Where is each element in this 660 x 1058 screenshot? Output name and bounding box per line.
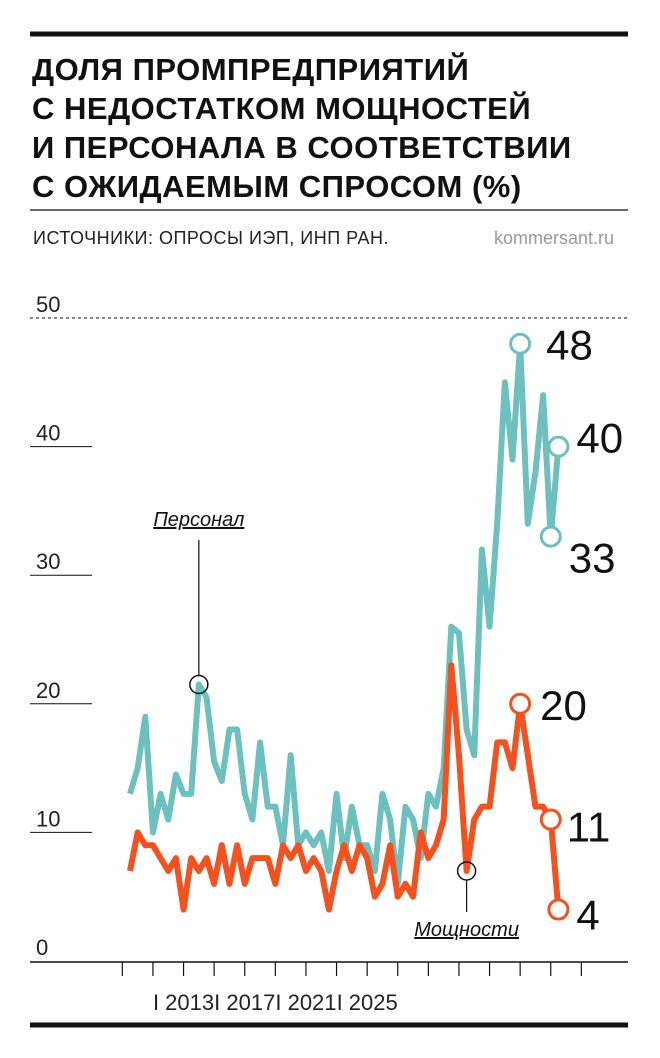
- data-label: 20: [540, 682, 587, 729]
- x-tick-label: I 2017: [214, 990, 275, 1015]
- point-marker: [509, 692, 532, 715]
- data-label: 4: [576, 892, 599, 939]
- data-label: 48: [546, 322, 593, 369]
- point-marker: [547, 898, 570, 921]
- data-label: 11: [567, 804, 611, 851]
- y-tick-label: 20: [36, 678, 60, 703]
- point-marker: [509, 332, 532, 355]
- x-tick-label: I 2025: [337, 990, 398, 1015]
- point-marker: [547, 435, 570, 458]
- y-tick-label: 50: [36, 292, 60, 317]
- point-marker: [539, 525, 562, 548]
- y-tick-label: 30: [36, 549, 60, 574]
- y-tick-label: 10: [36, 806, 60, 831]
- source: ИСТОЧНИКИ: ОПРОСЫ ИЭП, ИНП РАН.: [33, 228, 389, 248]
- callout-label: Персонал: [153, 509, 244, 531]
- series-line: [127, 662, 562, 913]
- chart-title: С НЕДОСТАТКОМ МОЩНОСТЕЙ: [32, 90, 531, 126]
- y-tick-label: 0: [36, 935, 48, 960]
- x-tick-label: I 2021: [275, 990, 336, 1015]
- data-label: 40: [576, 415, 623, 462]
- chart-title: И ПЕРСОНАЛА В СООТВЕТСТВИИ: [32, 130, 572, 165]
- y-tick-label: 40: [36, 421, 60, 446]
- chart-title: ДОЛЯ ПРОМПРЕДПРИЯТИЙ: [32, 51, 469, 87]
- callout-label: Мощности: [414, 919, 519, 941]
- chart-title: С ОЖИДАЕМЫМ СПРОСОМ (%): [32, 169, 522, 204]
- data-label: 33: [569, 535, 616, 582]
- point-marker: [539, 808, 562, 831]
- credit: kommersant.ru: [494, 228, 614, 248]
- series-line: [127, 340, 562, 887]
- x-tick-label: I 2013: [153, 990, 214, 1015]
